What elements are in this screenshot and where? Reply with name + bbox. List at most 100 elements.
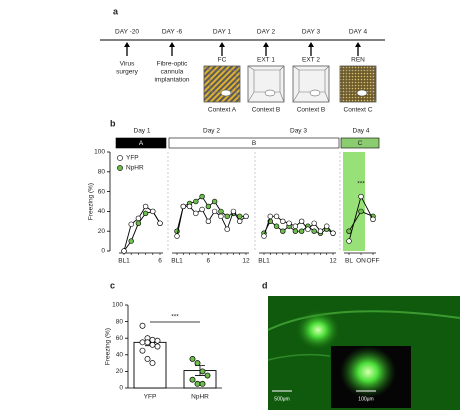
point [305,226,311,232]
day-label: DAY 3 [302,29,321,36]
arrow-head [124,42,130,47]
context-band [168,137,340,149]
day-label: DAY 1 [213,29,232,36]
data-point [154,337,161,344]
point [324,223,330,229]
point [199,193,205,200]
point [135,220,142,226]
day-label: DAY 2 [257,29,276,36]
point [174,233,180,239]
y-axis-label: Freezing (%) [105,328,112,365]
arrow-head [355,42,361,47]
y-tick-label: 0 [101,248,105,255]
panel-label: d [262,280,268,290]
point [243,213,249,220]
data-point [139,339,146,346]
day-label: Day 4 [353,128,370,135]
panel-label: c [110,280,115,290]
significance: *** [357,181,365,188]
mouse [356,89,368,97]
micrograph: 500μm 100μm [267,296,461,410]
point [150,208,156,215]
point [273,223,280,229]
data-point [154,343,161,350]
event-label: surgery [116,69,138,76]
point [237,218,243,225]
context-inner [292,65,330,103]
point [211,208,218,215]
scale-bar-label: 100μm [358,396,373,402]
mouse [264,89,276,97]
point [199,206,205,213]
event-label: Fibre-optic [157,61,188,68]
event-label: implantation [154,77,189,84]
x-tick-label: 12 [242,258,250,265]
point [273,213,280,220]
point [193,198,199,205]
point [298,218,305,225]
data-point [144,356,151,362]
point [358,208,364,215]
x-tick-label: YFP [144,394,157,401]
data-point [204,372,211,379]
panel-label: b [110,118,116,128]
x-tick-label: 6 [207,258,211,265]
point [224,213,230,220]
context-inner [339,65,377,103]
point [330,230,336,236]
arrow-head [169,42,175,47]
point [142,210,149,217]
data-point [199,368,206,375]
x-tick-label: 12 [329,258,337,265]
point [180,203,186,210]
point [280,228,286,234]
point [224,226,230,232]
data-point [139,322,146,329]
arrow-head [263,42,269,47]
point [193,210,199,217]
x-tick-label: BL1 [118,258,130,265]
context-band-label: A [139,140,144,147]
y-tick-label: 60 [116,335,124,342]
day-label: Day 2 [203,128,220,135]
point [311,220,317,226]
x-tick-label: NpHR [191,394,209,401]
point [128,238,134,244]
context-box [247,65,285,103]
point [298,228,305,234]
point [218,208,224,215]
point [317,228,324,234]
context-band [340,137,380,149]
point [205,218,212,225]
point [186,203,193,210]
y-tick-label: 80 [98,169,106,176]
day-label: DAY 4 [349,29,368,36]
data-point [189,376,196,383]
mouse [220,89,232,97]
mouse [309,89,321,97]
data-point [149,336,156,343]
x-tick-label: 6 [158,258,162,265]
context-band-label: B [252,140,256,147]
context-label: Context C [344,107,373,114]
data-point [199,380,206,387]
point [358,193,364,200]
context-band [115,137,167,149]
y-axis-label: Freezing (%) [88,183,95,220]
legend-label: NpHR [126,165,144,172]
day-label: Day 1 [134,128,151,135]
point [346,238,352,244]
point [135,215,142,222]
point [292,228,299,234]
context-inner [247,65,285,103]
point [261,233,267,239]
point [142,203,149,210]
point [311,228,317,234]
x-tick-label: BL1 [171,258,183,265]
event-label: FC [218,57,227,64]
data-point [139,347,146,354]
context-box [292,65,330,103]
panel-label: a [113,6,119,16]
point [157,220,163,226]
point [205,203,212,210]
